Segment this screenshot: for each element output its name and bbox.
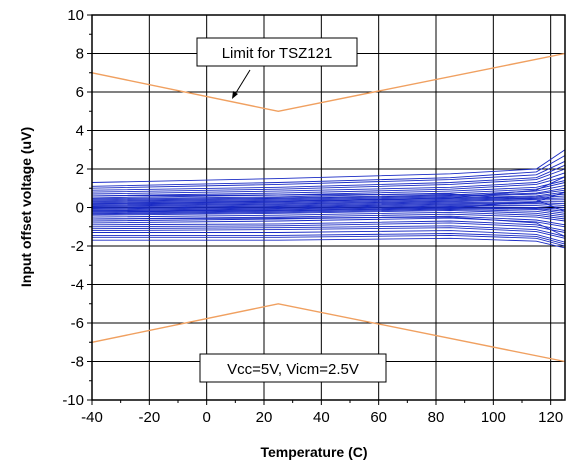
condition-label-box bbox=[199, 353, 387, 383]
device-series-line bbox=[92, 233, 566, 245]
device-series-line bbox=[91, 216, 566, 237]
limit-label: Limit for TSZ121 bbox=[222, 45, 333, 62]
device-series-line bbox=[91, 208, 566, 216]
device-series-line bbox=[91, 225, 566, 237]
device-series-line bbox=[91, 220, 566, 232]
condition-label: Vcc=5V, Vicm=2.5V bbox=[227, 361, 359, 378]
limit-label-box bbox=[196, 37, 358, 67]
limit-label-arrowhead bbox=[232, 91, 238, 99]
device-series-line bbox=[92, 234, 566, 247]
limit-label-arrow bbox=[233, 69, 251, 97]
device-series-line bbox=[91, 168, 566, 193]
device-series-line bbox=[91, 209, 566, 218]
x-tick-label: 60 bbox=[370, 409, 387, 426]
device-series-line bbox=[91, 215, 566, 226]
x-tick-label: 40 bbox=[313, 409, 330, 426]
x-tick-label: 120 bbox=[538, 409, 563, 426]
device-series-line bbox=[91, 227, 566, 239]
y-tick-label: -8 bbox=[71, 354, 84, 371]
device-series-line bbox=[91, 201, 565, 208]
x-tick-label: 80 bbox=[428, 409, 445, 426]
device-series-line bbox=[91, 172, 566, 195]
limit-series-group bbox=[91, 52, 566, 363]
y-tick-label: 6 bbox=[76, 84, 84, 101]
device-series-line bbox=[91, 206, 566, 212]
y-tick-label: 2 bbox=[76, 161, 84, 178]
y-tick-label: -6 bbox=[71, 315, 84, 332]
device-series-line bbox=[91, 205, 566, 211]
y-tick-label: -2 bbox=[71, 238, 84, 255]
device-series-line bbox=[91, 187, 566, 202]
device-series-line bbox=[91, 176, 566, 197]
device-series-line bbox=[91, 176, 566, 205]
device-series-line bbox=[91, 222, 566, 233]
x-tick-label: 20 bbox=[256, 409, 273, 426]
device-series-line bbox=[91, 180, 566, 199]
device-series-line bbox=[92, 230, 566, 243]
y-tick-label: 4 bbox=[76, 123, 84, 140]
y-tick-label: 0 bbox=[76, 200, 84, 217]
y-tick-label: 10 bbox=[67, 7, 84, 24]
device-series-line bbox=[91, 182, 566, 200]
x-tick-label: -20 bbox=[138, 409, 160, 426]
device-series-line bbox=[91, 199, 565, 207]
y-tick-label: -10 bbox=[62, 392, 84, 409]
device-series-line bbox=[91, 184, 566, 201]
device-series-line bbox=[91, 193, 566, 212]
device-series-line bbox=[91, 202, 566, 209]
device-series-line bbox=[91, 211, 566, 220]
device-series-line bbox=[91, 189, 566, 203]
x-tick-label: 100 bbox=[481, 409, 506, 426]
x-tick-label: -40 bbox=[81, 409, 103, 426]
limit-line bbox=[91, 52, 566, 113]
limit-line bbox=[91, 303, 566, 363]
device-series-line bbox=[91, 149, 566, 183]
device-series-line bbox=[91, 191, 566, 212]
y-axis-title: Input offset voltage (uV) bbox=[18, 127, 34, 287]
grid bbox=[91, 14, 565, 401]
device-series-line bbox=[91, 195, 566, 206]
device-series-line bbox=[91, 160, 566, 189]
device-series-line bbox=[91, 213, 566, 222]
y-tick-label: -4 bbox=[71, 277, 84, 294]
x-tick-label: 0 bbox=[202, 409, 210, 426]
device-series-line bbox=[92, 237, 566, 249]
device-series-line bbox=[91, 208, 566, 214]
device-series-line bbox=[91, 203, 566, 210]
x-axis-title: Temperature (C) bbox=[260, 444, 367, 460]
device-series-group bbox=[91, 149, 566, 249]
device-series-line bbox=[91, 155, 566, 187]
device-series-line bbox=[91, 164, 566, 191]
device-series-line bbox=[91, 217, 566, 228]
y-tick-label: 8 bbox=[76, 46, 84, 63]
